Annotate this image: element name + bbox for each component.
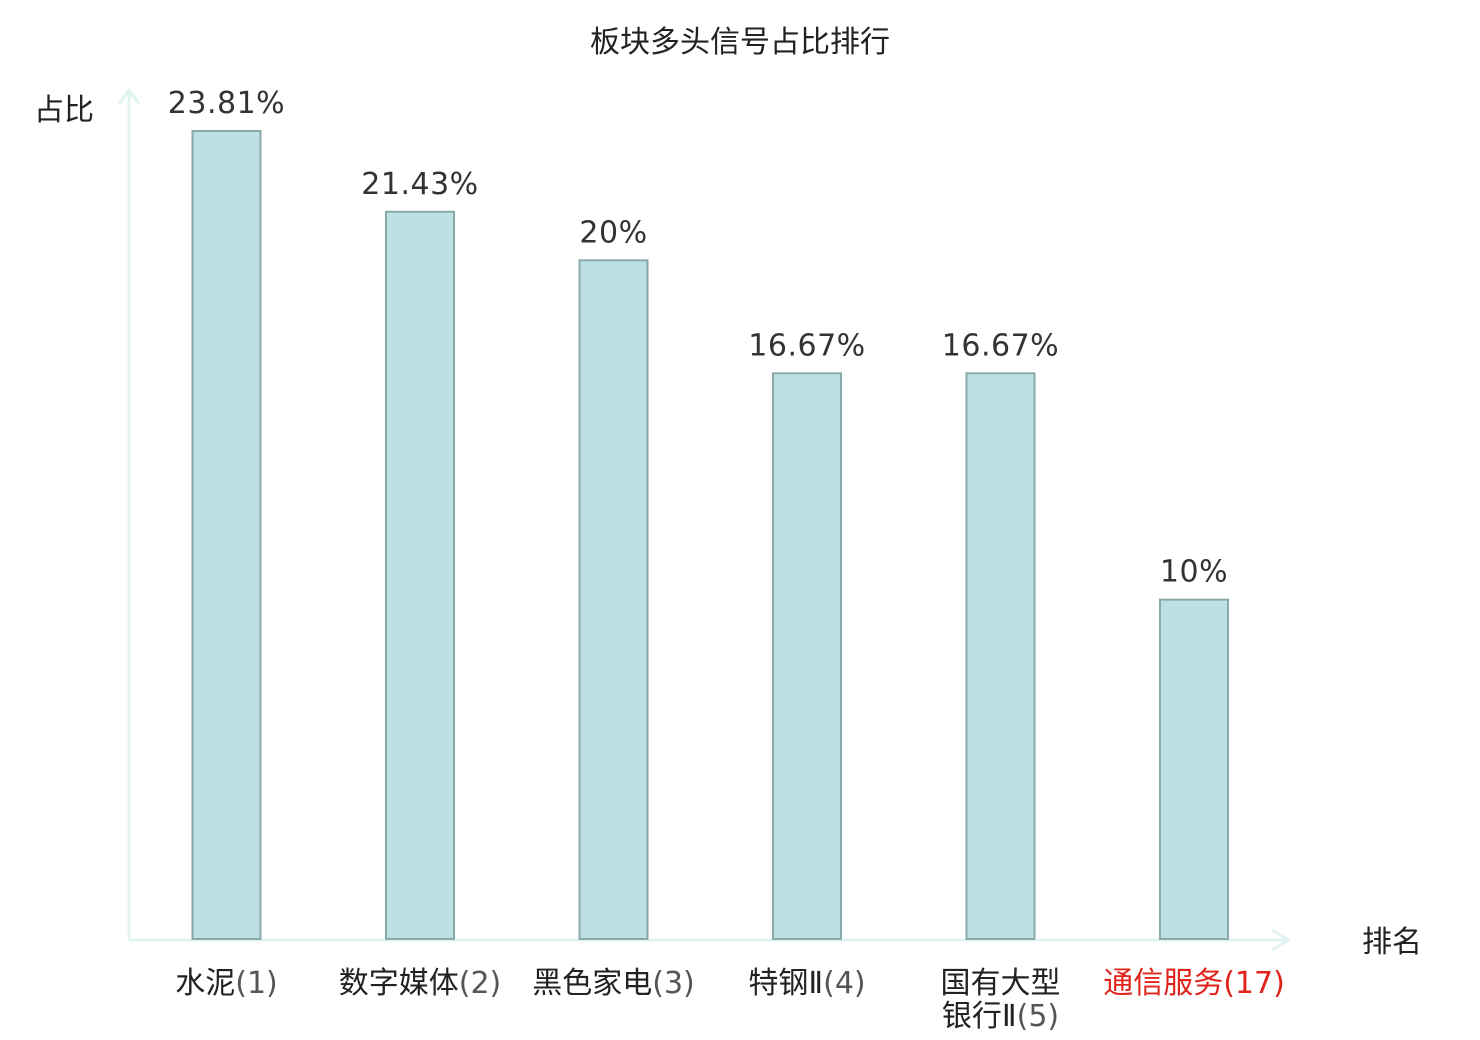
category-label: 黑色家电(3) <box>532 966 695 1001</box>
value-label: 20% <box>579 215 647 250</box>
category-label: 国有大型银行Ⅱ(5) <box>941 966 1061 1034</box>
value-label: 10% <box>1160 555 1228 590</box>
value-label: 16.67% <box>748 328 865 363</box>
bar <box>965 372 1036 940</box>
category-label-line: 水泥(1) <box>175 966 278 1001</box>
bar <box>1159 598 1229 940</box>
category-label-line: 特钢Ⅱ(4) <box>748 966 865 1001</box>
category-rank: (17) <box>1223 966 1285 1001</box>
axes <box>117 87 1291 952</box>
category-label: 通信服务(17) <box>1103 966 1285 1001</box>
category-label-line: 数字媒体(2) <box>339 966 502 1001</box>
bar <box>385 210 455 941</box>
category-label-line: 通信服务(17) <box>1103 966 1285 1001</box>
category-rank: (3) <box>652 966 695 1001</box>
bars-group <box>191 130 1229 941</box>
y-axis-label: 占比 <box>34 93 94 128</box>
bar <box>772 372 842 940</box>
category-label-line: 国有大型 <box>941 966 1061 1001</box>
category-rank: (4) <box>823 966 866 1001</box>
value-labels-group: 23.81% 21.43% 20% 16.67% 16.67% 10% <box>168 86 1228 590</box>
category-rank: (5) <box>1017 999 1060 1034</box>
category-rank: (2) <box>459 966 502 1001</box>
value-label: 23.81% <box>168 86 285 121</box>
y-axis-arrow <box>117 87 141 105</box>
bar <box>191 130 262 940</box>
bar <box>578 259 649 940</box>
category-label-line: 银行Ⅱ(5) <box>942 999 1059 1034</box>
category-labels-group: 水泥(1) 数字媒体(2) 黑色家电(3) 特钢Ⅱ(4) 国有大型银行Ⅱ(5) 通信服务(… <box>175 966 1285 1034</box>
category-label: 数字媒体(2) <box>339 966 502 1001</box>
category-rank: (1) <box>235 966 278 1001</box>
value-label: 16.67% <box>942 328 1059 363</box>
value-label: 21.43% <box>361 167 478 202</box>
x-axis-label: 排名 <box>1362 925 1422 960</box>
chart-title: 板块多头信号占比排行 <box>590 25 890 60</box>
category-label: 特钢Ⅱ(4) <box>748 966 865 1001</box>
x-axis-arrow <box>1271 928 1291 952</box>
category-label-line: 黑色家电(3) <box>532 966 695 1001</box>
category-label: 水泥(1) <box>175 966 278 1001</box>
